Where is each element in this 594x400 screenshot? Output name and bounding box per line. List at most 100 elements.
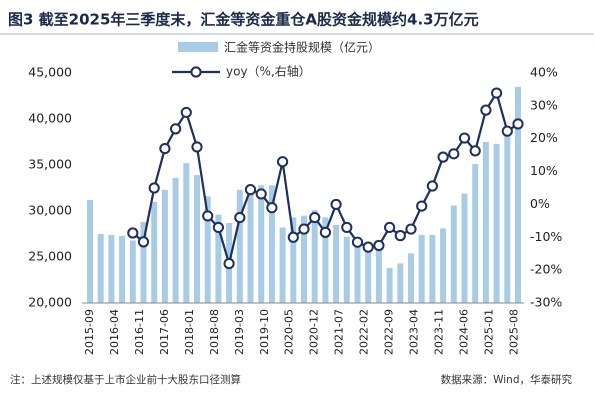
- x-tick-label: 2017-06: [158, 309, 171, 355]
- line-marker: [234, 211, 246, 224]
- bar: [482, 142, 489, 303]
- bar: [440, 228, 447, 303]
- line-marker: [373, 239, 385, 252]
- x-tick-label: 2024-06: [458, 309, 471, 355]
- x-tick-label: 2016-11: [133, 309, 146, 355]
- bar: [461, 193, 468, 303]
- x-tick-label: 2025-01: [482, 309, 495, 355]
- bar: [183, 163, 190, 303]
- x-tick-label: 2016-04: [108, 309, 121, 355]
- bar: [108, 234, 115, 303]
- line-marker: [266, 202, 278, 214]
- line-marker: [319, 226, 331, 238]
- bar: [343, 236, 350, 303]
- bar: [418, 234, 425, 303]
- line-marker: [362, 241, 374, 253]
- line-marker: [437, 151, 449, 163]
- legend-swatch-marker: [190, 66, 202, 78]
- bar: [172, 177, 179, 303]
- line-marker: [137, 236, 150, 248]
- line-marker: [287, 231, 299, 243]
- x-tick-label: 2018-01: [183, 309, 196, 355]
- line-marker: [351, 236, 364, 248]
- line-marker: [223, 257, 235, 270]
- bar: [140, 222, 147, 303]
- bar: [279, 227, 286, 303]
- line-marker: [512, 118, 524, 130]
- line-marker: [394, 230, 406, 242]
- line-marker: [159, 142, 171, 155]
- line-marker: [180, 106, 192, 119]
- y-tick-label: 25,000: [28, 249, 72, 264]
- x-tick-label: 2023-11: [433, 309, 446, 355]
- y-tick-label: 20,000: [28, 295, 72, 310]
- bar: [429, 234, 436, 303]
- y2-tick-label: 10%: [530, 163, 558, 178]
- line-marker: [277, 156, 289, 168]
- y-tick-label: 40,000: [28, 111, 72, 126]
- line-marker: [148, 182, 160, 194]
- bar: [258, 185, 265, 303]
- bar: [151, 201, 158, 303]
- line-marker: [405, 223, 417, 235]
- line-marker: [202, 210, 214, 222]
- line-marker: [127, 227, 139, 239]
- x-tick-label: 2022-02: [358, 309, 371, 355]
- y2-tick-label: -30%: [530, 295, 562, 310]
- bar: [354, 241, 361, 303]
- x-tick-label: 2022-09: [383, 309, 396, 355]
- source: 数据来源：Wind，华泰研究: [441, 373, 573, 386]
- line-marker: [255, 188, 267, 200]
- y2-tick-label: -10%: [530, 229, 562, 244]
- bar: [119, 235, 126, 303]
- bar: [129, 240, 136, 303]
- x-tick-label: 2021-07: [333, 309, 346, 355]
- line-marker: [170, 123, 182, 135]
- line-marker: [384, 221, 396, 234]
- bar: [236, 189, 243, 303]
- y2-tick-label: 20%: [530, 130, 558, 145]
- bar: [515, 86, 521, 303]
- bar: [194, 175, 200, 303]
- x-tick-label: 2020-12: [308, 309, 321, 355]
- line-marker: [448, 148, 460, 160]
- x-tick-label: 2019-03: [233, 309, 246, 355]
- bar: [311, 210, 318, 303]
- legend-swatch: [178, 42, 218, 52]
- bar: [161, 189, 168, 303]
- line-marker: [501, 125, 513, 137]
- x-tick-label: 2018-08: [208, 309, 221, 355]
- line-marker: [309, 211, 321, 224]
- line-marker: [330, 198, 342, 211]
- line-marker: [491, 87, 503, 99]
- bar: [450, 205, 457, 303]
- x-tick-label: 2015-09: [83, 309, 96, 355]
- legend-label: 汇金等资金持股规模（亿元）: [224, 40, 380, 55]
- line-marker: [469, 145, 481, 157]
- chart-title: 图3 截至2025年三季度末，汇金等资金重仓A股资金规模约4.3万亿元: [8, 11, 479, 29]
- bar: [472, 164, 479, 303]
- y2-tick-label: 30%: [530, 97, 558, 112]
- x-tick-label: 2023-04: [408, 309, 421, 355]
- line-marker: [416, 200, 428, 212]
- bar: [215, 214, 222, 303]
- bar: [397, 263, 404, 303]
- x-tick-label: 2019-10: [258, 309, 271, 355]
- x-tick-label: 2020-05: [283, 309, 296, 355]
- line-marker: [244, 184, 257, 196]
- y-tick-label: 30,000: [28, 203, 72, 218]
- y-tick-label: 45,000: [28, 65, 72, 80]
- bar: [301, 215, 307, 303]
- bar: [268, 185, 275, 303]
- y-tick-label: 35,000: [28, 157, 72, 172]
- footnote: 注：上述规模仅基于上市企业前十大股东口径测算: [10, 373, 241, 386]
- bar: [290, 217, 297, 303]
- line-marker: [212, 221, 224, 234]
- bar: [87, 199, 93, 303]
- bar: [375, 245, 382, 303]
- y2-tick-label: 40%: [530, 65, 558, 80]
- bar: [365, 252, 372, 303]
- line-marker: [480, 104, 492, 116]
- bar: [247, 187, 254, 303]
